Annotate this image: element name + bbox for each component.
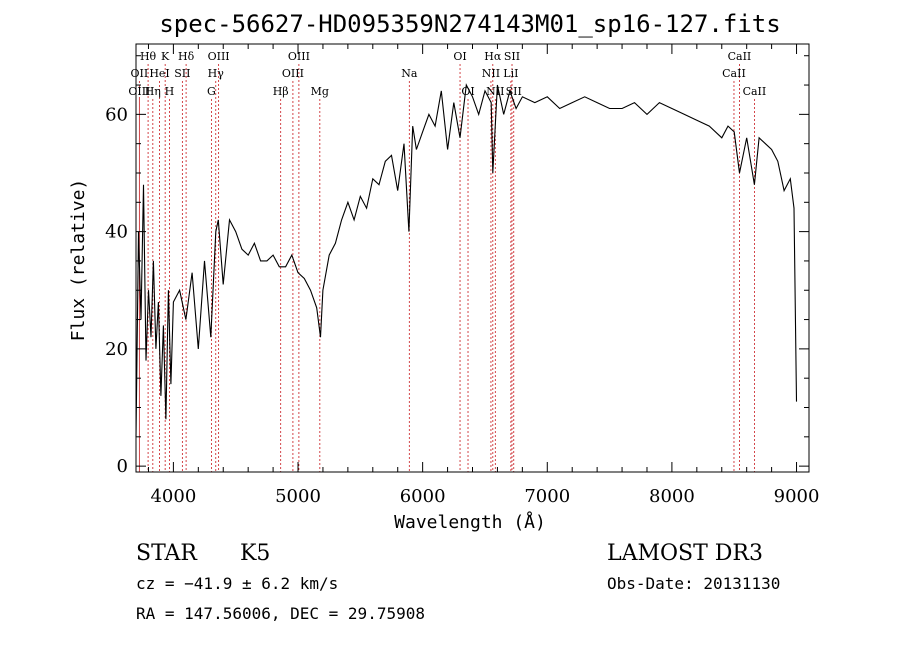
x-tick-label: 8000 xyxy=(649,486,695,507)
spectral-line-label: NII xyxy=(482,67,500,80)
y-tick-label: 0 xyxy=(117,456,128,477)
axis-tick-labels: 4000 5000 6000 7000 8000 9000 0 20 40 60 xyxy=(105,104,819,507)
spectral-line-label: Hγ xyxy=(208,67,225,80)
observation-date: Obs-Date: 20131130 xyxy=(607,574,780,593)
spectral-line-label: Hα xyxy=(484,50,502,63)
x-tick-label: 5000 xyxy=(275,486,321,507)
spectral-line-label: HeI xyxy=(149,67,169,80)
spectral-line-label: SII xyxy=(504,50,520,63)
x-axis-label: Wavelength (Å) xyxy=(394,511,546,533)
y-tick-label: 20 xyxy=(105,339,128,360)
spectral-line-label: CaII xyxy=(743,85,767,98)
spectral-line-label: CaII xyxy=(722,67,746,80)
spectral-line-label: LiI xyxy=(503,67,518,80)
spectral-line-label: Hθ xyxy=(140,50,157,63)
spectral-line-label: OIII xyxy=(288,50,310,63)
spectral-line-label: H xyxy=(165,85,175,98)
spectral-line-label: OIII xyxy=(128,85,150,98)
spectral-line-label: SII xyxy=(506,85,522,98)
spectral-line-label: OI xyxy=(453,50,466,63)
object-class: STAR xyxy=(136,541,198,566)
chart-title: spec-56627-HD095359N274143M01_sp16-127.f… xyxy=(159,10,780,38)
redshift-cz: cz = −41.9 ± 6.2 km/s xyxy=(136,574,338,593)
spectrum-series-line xyxy=(135,83,798,437)
spectral-line-label: OII xyxy=(131,67,149,80)
y-axis-label: Flux (relative) xyxy=(68,179,89,342)
spectral-line-label: OIII xyxy=(208,50,230,63)
object-subclass: K5 xyxy=(240,541,270,566)
x-tick-label: 7000 xyxy=(524,486,570,507)
spectral-line-label: G xyxy=(207,85,216,98)
spectral-line-label: CaII xyxy=(728,50,752,63)
axis-ticks xyxy=(136,44,809,472)
x-tick-label: 4000 xyxy=(150,486,196,507)
plot-frame xyxy=(135,43,810,473)
spectral-line-label: Na xyxy=(401,67,418,80)
spectral-line-label: Hβ xyxy=(273,85,289,98)
x-tick-label: 6000 xyxy=(400,486,446,507)
spectral-line-label: Mg xyxy=(311,85,329,98)
spectral-line-label: SII xyxy=(174,67,190,80)
spectral-line-label: Hη xyxy=(145,85,161,98)
y-tick-label: 60 xyxy=(105,104,128,125)
spectral-line-markers xyxy=(138,64,755,472)
spectral-line-label: NII xyxy=(486,85,504,98)
survey-name: LAMOST DR3 xyxy=(607,541,763,566)
x-tick-label: 9000 xyxy=(774,486,820,507)
ra-dec-coords: RA = 147.56006, DEC = 29.75908 xyxy=(136,604,425,623)
y-tick-label: 40 xyxy=(105,222,128,243)
spectral-line-label: K xyxy=(161,50,170,63)
spectral-line-label: OIII xyxy=(282,67,304,80)
spectral-line-label: Hδ xyxy=(178,50,195,63)
